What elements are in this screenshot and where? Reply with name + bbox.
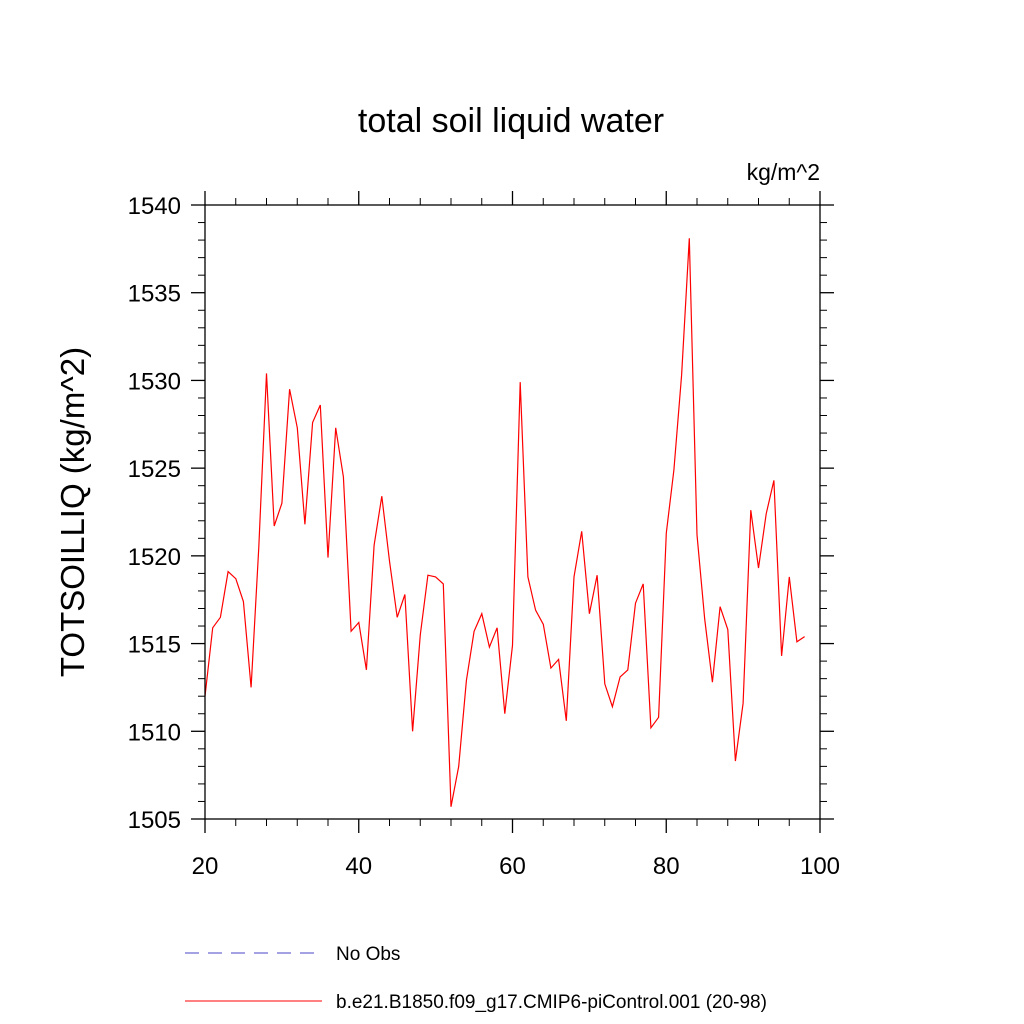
- series-layer: [204, 238, 805, 807]
- legend: No Obs b.e21.B1850.f09_g17.CMIP6-piContro…: [185, 944, 767, 1013]
- x-tick-label: 40: [345, 853, 372, 880]
- chart-title: total soil liquid water: [358, 102, 664, 140]
- x-tick-label: 100: [800, 853, 840, 880]
- y-tick-label: 1525: [128, 456, 181, 483]
- y-tick-label: 1515: [128, 632, 181, 659]
- x-tick-label: 20: [192, 853, 219, 880]
- units-label: kg/m^2: [747, 159, 820, 185]
- plot-frame: [204, 204, 821, 820]
- y-axis-label: TOTSOILLIQ (kg/m^2): [54, 347, 91, 677]
- x-tick-label: 80: [653, 853, 680, 880]
- y-tick-label: 1530: [128, 368, 181, 395]
- legend-label-1: b.e21.B1850.f09_g17.CMIP6-piControl.001 …: [336, 992, 767, 1013]
- y-tick-label: 1505: [128, 807, 181, 834]
- y-tick-label: 1510: [128, 719, 181, 746]
- y-tick-label: 1520: [128, 544, 181, 571]
- legend-label-0: No Obs: [336, 944, 400, 965]
- y-tick-label: 1535: [128, 281, 181, 308]
- y-tick-label: 1540: [128, 193, 181, 220]
- series-line-1: [204, 238, 805, 807]
- x-tick-label: 60: [499, 853, 526, 880]
- axis-ticks: [191, 191, 834, 833]
- axis-tick-labels: 20 40 60 80 100 1505 1510 1515 1520 1525 1530 1535 1…: [128, 193, 840, 880]
